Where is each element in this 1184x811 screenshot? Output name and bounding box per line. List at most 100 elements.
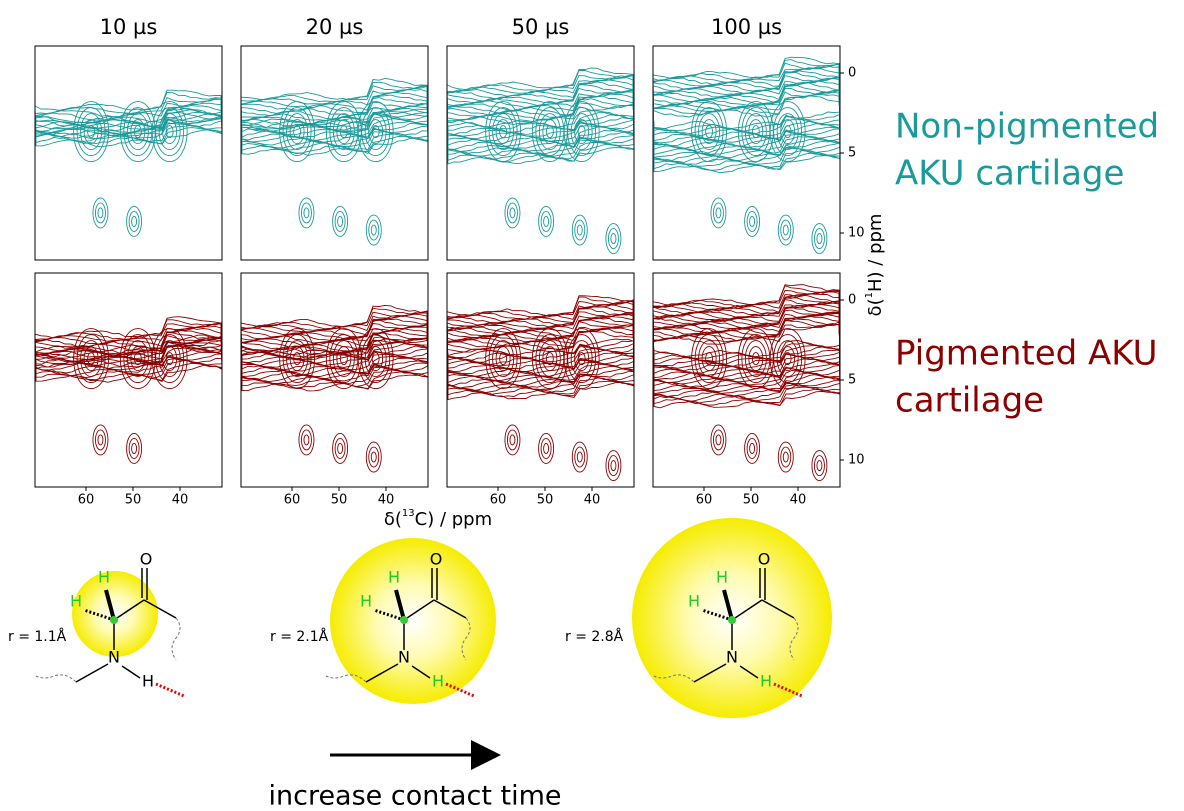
contour-blob [510, 435, 515, 445]
atom-label: H [432, 672, 444, 691]
contour-blob [369, 447, 379, 467]
contour-blob [716, 435, 721, 445]
contour-blob [851, 242, 856, 252]
wavy-bond [172, 618, 180, 660]
contour-panel [241, 273, 428, 487]
contour-blob [781, 220, 791, 240]
contour-blob [783, 452, 788, 462]
x-tick-label: 40 [790, 493, 807, 508]
page: increase contact time 10 µs20 µs50 µs100… [0, 0, 1184, 811]
radius-label: r = 2.8Å [565, 628, 624, 645]
radius-label: r = 2.1Å [270, 628, 329, 645]
y-axis-label: δ(1H) / ppm [864, 214, 886, 317]
atom-label: N [726, 648, 738, 667]
contour-blob [371, 452, 376, 462]
contours [35, 317, 222, 464]
x-tick-label: 40 [584, 493, 601, 508]
contour-blob [851, 469, 856, 479]
contour-panel [447, 46, 634, 260]
panel-frame [241, 273, 428, 487]
atom-label: N [108, 648, 120, 667]
contour [447, 92, 634, 139]
contour-blob [541, 438, 551, 458]
contour-peak [752, 126, 759, 138]
interaction-sphere [72, 571, 158, 657]
atom-label: H [716, 568, 728, 587]
contour-peak [290, 120, 304, 144]
column-title: 100 µs [711, 15, 782, 39]
contour-blob [301, 203, 311, 223]
contour-panel [447, 273, 634, 487]
contours [35, 90, 222, 236]
y-tick-label: 10 [848, 453, 865, 468]
contour-blob [371, 225, 376, 235]
contour-blob [575, 220, 585, 240]
x-tick-label: 60 [490, 493, 507, 508]
x-tick-label: 50 [331, 493, 348, 508]
contour-panel [653, 46, 861, 262]
atom-label: H [70, 592, 82, 611]
atom-label: H [388, 568, 400, 587]
panel-frame [35, 273, 222, 487]
column-title: 20 µs [306, 15, 364, 39]
contour-peak [706, 126, 713, 138]
y-tick-label: 5 [848, 373, 856, 388]
contour-blob [611, 461, 616, 471]
carbon-center [728, 616, 736, 624]
contour-blob [783, 225, 788, 235]
x-tick-label: 60 [696, 493, 713, 508]
label-part: H) / ppm [865, 214, 886, 292]
atom-label: H [760, 672, 772, 691]
contour-peak [152, 329, 187, 389]
y-tick-label: 0 [848, 293, 856, 308]
contour-blob [95, 430, 105, 450]
contour-peak [369, 347, 383, 371]
row-label: Pigmented AKU [895, 334, 1158, 374]
x-tick-label: 50 [743, 493, 760, 508]
x-axis-label: δ(13C) / ppm [384, 508, 492, 530]
column-title: 10 µs [100, 15, 158, 39]
contour-blob [369, 220, 379, 240]
carbon-center [400, 616, 408, 624]
atom-label: O [430, 550, 443, 569]
x-tick-label: 50 [125, 493, 142, 508]
contours [241, 305, 428, 472]
molecule: r = 1.1ÅOHHNH [8, 550, 184, 697]
interaction-sphere [330, 538, 496, 704]
contour-blob [575, 447, 585, 467]
atom-label: H [142, 672, 154, 691]
figure: increase contact time 10 µs20 µs50 µs100… [0, 0, 1184, 811]
bond [76, 664, 108, 682]
contour-blob [132, 216, 137, 226]
y-tick-label: 5 [848, 146, 856, 161]
contour-blob [817, 234, 822, 244]
contour-panel [653, 273, 861, 489]
contour-blob [98, 208, 103, 218]
arrow-label: increase contact time [268, 781, 561, 811]
x-tick-label: 40 [172, 493, 189, 508]
contour-blob [507, 430, 517, 450]
contour-blob [814, 456, 824, 476]
contour-blob [747, 211, 757, 231]
contour-peak [536, 335, 564, 383]
contour-blob [750, 216, 755, 226]
label-sup: 13 [402, 508, 415, 519]
contour [653, 290, 840, 403]
contour-blob [129, 211, 139, 231]
contour-blob [301, 430, 311, 450]
contour-panel [35, 46, 222, 260]
row-label: Non-pigmented [895, 107, 1159, 147]
label-part: δ( [865, 298, 886, 316]
contour-blob [338, 443, 343, 453]
contour-blob [608, 229, 618, 249]
x-tick-label: 60 [78, 493, 95, 508]
contour-blob [750, 443, 755, 453]
contour-blob [507, 203, 517, 223]
y-tick-label: 10 [848, 226, 865, 241]
x-tick-label: 60 [284, 493, 301, 508]
contour-peak [294, 126, 301, 138]
atom-label: N [398, 648, 410, 667]
wavy-bond [36, 675, 76, 682]
contour-blob [577, 452, 582, 462]
